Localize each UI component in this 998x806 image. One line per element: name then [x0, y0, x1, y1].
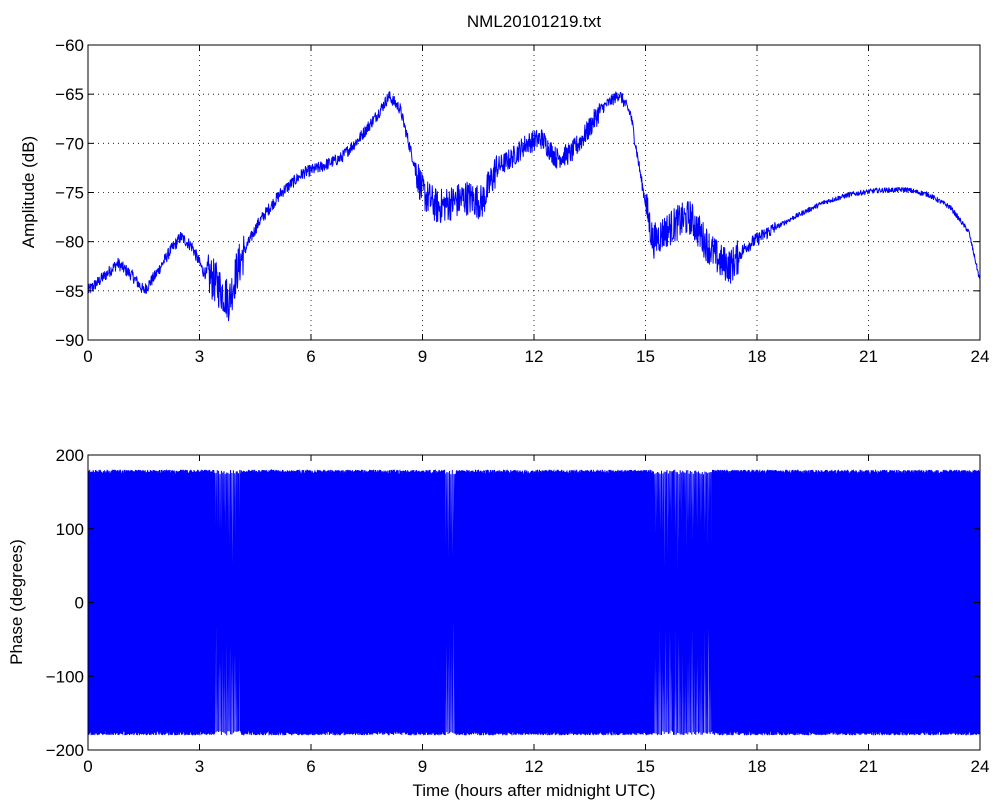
x-tick-label: 24	[971, 347, 990, 366]
x-tick-label: 0	[83, 347, 92, 366]
x-tick-label: 9	[418, 757, 427, 776]
chart-title: NML20101219.txt	[467, 12, 601, 31]
x-tick-label: 0	[83, 757, 92, 776]
y-tick-label: −200	[46, 741, 84, 760]
phase-y-axis-label: Phase (degrees)	[7, 539, 26, 665]
x-tick-label: 9	[418, 347, 427, 366]
x-tick-label: 21	[859, 347, 878, 366]
phase-series-line	[88, 468, 980, 736]
y-tick-label: 0	[75, 594, 84, 613]
x-tick-label: 15	[636, 347, 655, 366]
x-tick-label: 18	[748, 757, 767, 776]
x-tick-label: 18	[748, 347, 767, 366]
amplitude-y-axis-label: Amplitude (dB)	[19, 136, 38, 248]
x-tick-label: 12	[525, 347, 544, 366]
x-tick-label: 6	[306, 757, 315, 776]
x-tick-label: 3	[195, 757, 204, 776]
x-tick-label: 24	[971, 757, 990, 776]
x-tick-label: 3	[195, 347, 204, 366]
y-tick-label: −70	[55, 134, 84, 153]
phase-ticks: 0 3 6 9 12 15 18 21 24 −200 −100 0 100 200	[46, 446, 990, 776]
y-tick-label: −60	[55, 36, 84, 55]
x-tick-label: 6	[306, 347, 315, 366]
amplitude-ticks: 0 3 6 9 12 15 18 21 24 −90 −85 −80 −75 −70 −65 −60	[55, 36, 989, 366]
y-tick-label: 100	[56, 520, 84, 539]
y-tick-label: −90	[55, 331, 84, 350]
y-tick-label: −80	[55, 233, 84, 252]
y-tick-label: −100	[46, 667, 84, 686]
y-tick-label: 200	[56, 446, 84, 465]
x-tick-label: 15	[636, 757, 655, 776]
amplitude-series-line	[88, 91, 980, 322]
amplitude-plot: 0 3 6 9 12 15 18 21 24 −90 −85 −80 −75 −70 −65 −60 Ampl…	[19, 36, 989, 366]
y-tick-label: −75	[55, 184, 84, 203]
x-tick-label: 12	[525, 757, 544, 776]
phase-x-axis-label: Time (hours after midnight UTC)	[412, 781, 655, 800]
x-tick-label: 21	[859, 757, 878, 776]
y-tick-label: −85	[55, 282, 84, 301]
phase-plot: 0 3 6 9 12 15 18 21 24 −200 −100 0 100 200 Phase (deg…	[7, 446, 989, 800]
y-tick-label: −65	[55, 85, 84, 104]
